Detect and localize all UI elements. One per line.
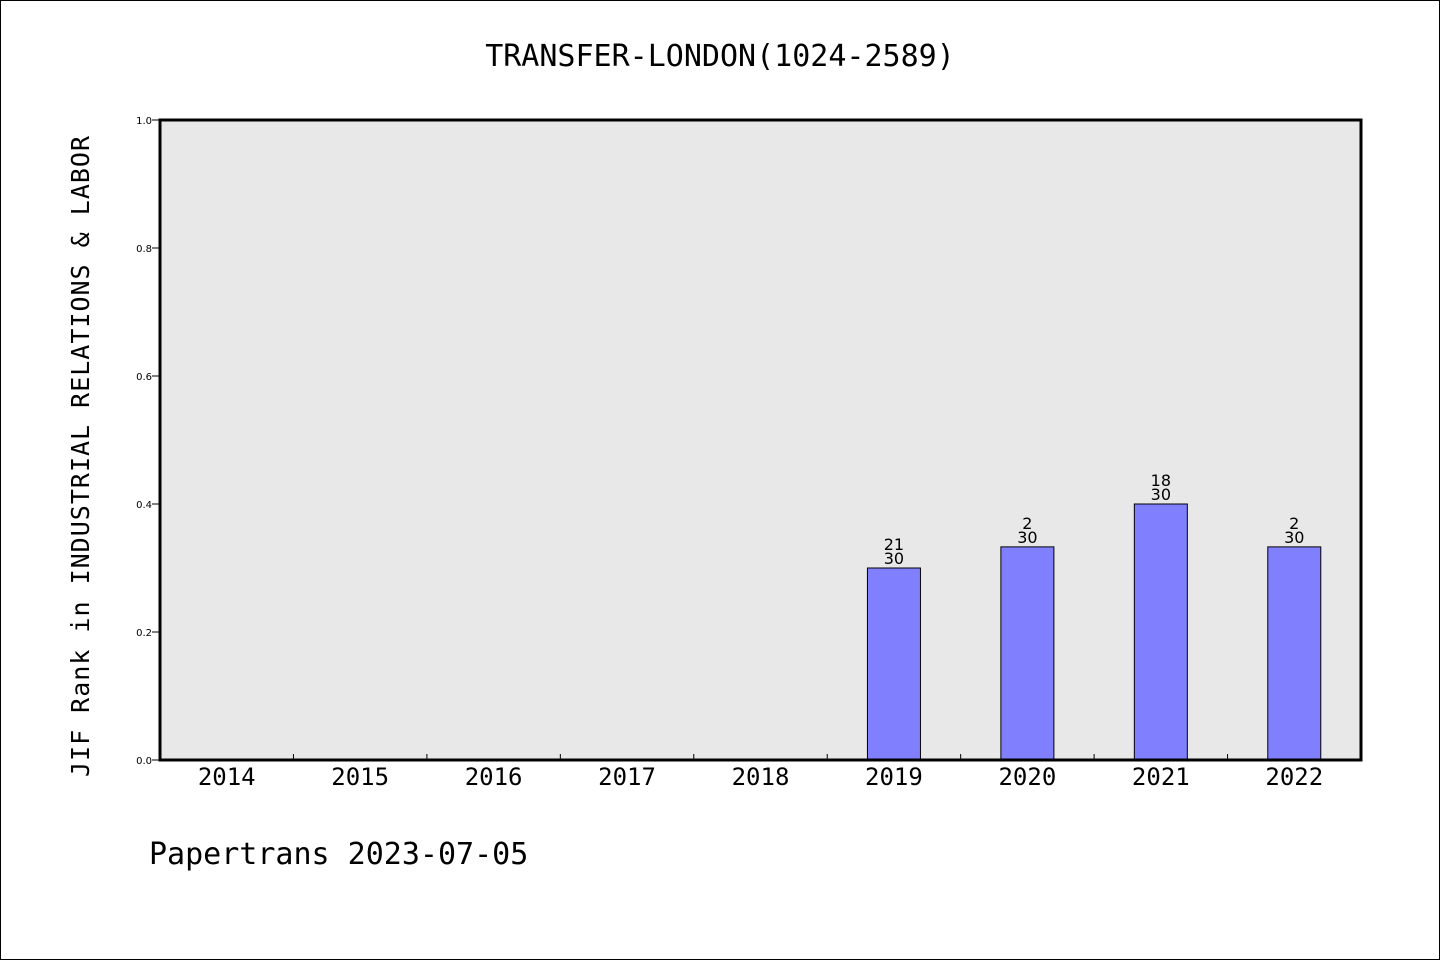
x-tick-label: 2020 xyxy=(998,763,1056,791)
y-tick-label: 0.8 xyxy=(136,244,152,255)
x-tick-label: 2014 xyxy=(198,763,256,791)
bar-total-label: 30 xyxy=(1017,528,1037,547)
bar-2020 xyxy=(1000,546,1055,761)
bars-group xyxy=(866,503,1322,761)
y-tick-label: 0.4 xyxy=(136,500,152,511)
footer-note: Papertrans 2023-07-05 xyxy=(149,837,528,872)
chart-title: TRANSFER-LONDON(1024-2589) xyxy=(485,39,955,74)
bar-rank-label: 18 xyxy=(1151,471,1171,490)
bar-total-label: 30 xyxy=(884,549,904,568)
x-tick-label: 2015 xyxy=(331,763,389,791)
bar-2021 xyxy=(1133,503,1188,761)
bar-total-label: 30 xyxy=(1284,528,1304,547)
x-tick-label: 2022 xyxy=(1265,763,1323,791)
y-tick-label: 0.6 xyxy=(136,372,152,383)
y-tick-label: 1.0 xyxy=(136,116,152,127)
x-tick-label: 2017 xyxy=(598,763,656,791)
y-tick-label: 0.2 xyxy=(136,628,152,639)
y-tick-label: 0.0 xyxy=(136,756,152,767)
y-axis-label: JIF Rank in INDUSTRIAL RELATIONS & LABOR xyxy=(66,135,95,777)
bar-rank-label: 2 xyxy=(1022,514,1032,533)
bar-2022 xyxy=(1267,546,1322,761)
x-axis-ticks: 2014 2015 2016 2017 2018 2019 2020 2021 2022 xyxy=(198,754,1323,791)
y-axis-ticks: 0.0 0.2 0.4 0.6 0.8 1.0 xyxy=(136,116,160,767)
x-tick-label: 2019 xyxy=(865,763,923,791)
x-tick-label: 2018 xyxy=(732,763,790,791)
bar-rank-label: 2 xyxy=(1289,514,1299,533)
bar-rank-label: 21 xyxy=(884,535,904,554)
plot-border xyxy=(158,118,1363,762)
x-tick-label: 2016 xyxy=(465,763,523,791)
bar-2019 xyxy=(866,567,921,761)
bar-total-label: 30 xyxy=(1151,485,1171,504)
x-tick-label: 2021 xyxy=(1132,763,1190,791)
